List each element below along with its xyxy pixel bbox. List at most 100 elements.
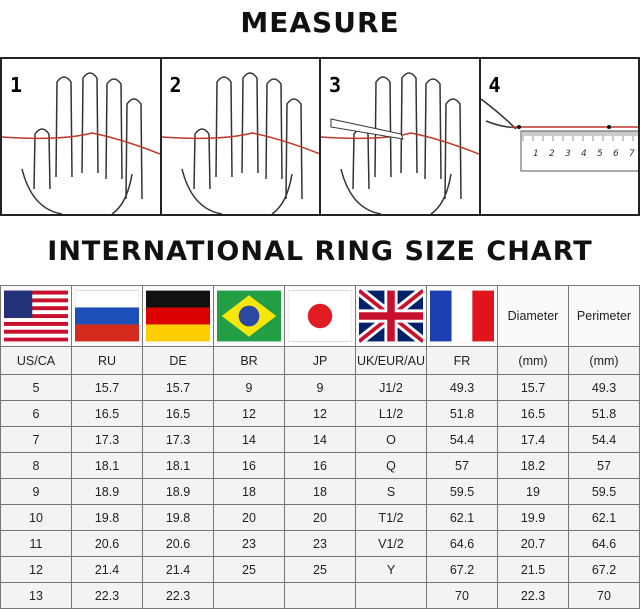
step-number: 3 (329, 73, 342, 97)
ruler-label: 1 (533, 149, 539, 159)
brazil-flag-icon (217, 290, 281, 342)
table-cell: 49.3 (568, 374, 640, 401)
table-cell: 9 (0, 478, 72, 505)
table-row: 10 19.8 19.8 20 20 T1/2 62.1 19.9 62.1 (0, 504, 640, 531)
column-header-row: US/CA RU DE BR JP UK/EUR/AU FR (mm) (mm) (0, 346, 640, 375)
table-cell: 57 (426, 452, 498, 479)
table-cell: 12 (0, 556, 72, 583)
column-header: RU (71, 346, 143, 375)
column-header: UK/EUR/AU (355, 346, 427, 375)
table-cell: 54.4 (426, 426, 498, 453)
ruler-label: 6 (613, 149, 619, 159)
column-header: DE (142, 346, 214, 375)
table-cell: 19.8 (142, 504, 214, 531)
table-cell: 17.3 (71, 426, 143, 453)
table-cell: Q (355, 452, 427, 479)
table-cell: 14 (213, 426, 285, 453)
flag-row: Diameter Perimeter (0, 285, 640, 347)
column-header: US/CA (0, 346, 72, 375)
japan-flag-icon (288, 290, 352, 342)
uk-flag-icon (359, 289, 423, 343)
table-cell: 20 (284, 504, 356, 531)
table-cell: J1/2 (355, 374, 427, 401)
table-cell: 64.6 (568, 530, 640, 557)
germany-flag-icon (146, 290, 210, 342)
table-cell: 23 (213, 530, 285, 557)
uk-flag-cell (355, 285, 427, 347)
table-cell: 16 (213, 452, 285, 479)
table-cell: 21.5 (497, 556, 569, 583)
table-cell: 8 (0, 452, 72, 479)
france-flag-icon (430, 290, 494, 342)
table-cell: 12 (284, 400, 356, 427)
table-row: 11 20.6 20.6 23 23 V1/2 64.6 20.7 64.6 (0, 530, 640, 557)
table-cell: 17.4 (497, 426, 569, 453)
chart-title: INTERNATIONAL RING SIZE CHART (47, 236, 593, 267)
hand-illustration (161, 72, 320, 214)
column-header: (mm) (568, 346, 640, 375)
table-cell: 67.2 (426, 556, 498, 583)
table-cell: 20.6 (71, 530, 143, 557)
step-3-panel: 3 (321, 59, 481, 214)
table-cell: 18.1 (142, 452, 214, 479)
table-cell: 19.8 (71, 504, 143, 531)
table-row: 9 18.9 18.9 18 18 S 59.5 19 59.5 (0, 478, 640, 505)
table-row: 12 21.4 21.4 25 25 Y 67.2 21.5 67.2 (0, 556, 640, 583)
table-row: 6 16.5 16.5 12 12 L1/2 51.8 16.5 51.8 (0, 400, 640, 427)
ruler-label: 2 (549, 149, 555, 159)
step-number: 1 (10, 73, 23, 97)
table-cell: 15.7 (71, 374, 143, 401)
table-cell: 17.3 (142, 426, 214, 453)
de-flag-cell (142, 285, 214, 347)
table-cell: 51.8 (568, 400, 640, 427)
table-row: 5 15.7 15.7 9 9 J1/2 49.3 15.7 49.3 (0, 374, 640, 401)
russia-flag-icon (75, 290, 139, 342)
table-cell: S (355, 478, 427, 505)
column-header: FR (426, 346, 498, 375)
table-cell: 25 (284, 556, 356, 583)
table-cell: 67.2 (568, 556, 640, 583)
table-cell: 5 (0, 374, 72, 401)
us-flag-icon (4, 290, 68, 342)
table-cell: 62.1 (426, 504, 498, 531)
ring-size-table: Diameter Perimeter US/CA RU DE BR JP UK/EUR/A… (0, 285, 640, 609)
table-cell: 51.8 (426, 400, 498, 427)
table-cell: 64.6 (426, 530, 498, 557)
table-cell: 16 (284, 452, 356, 479)
perimeter-header: Perimeter (568, 285, 640, 347)
table-cell: 22.3 (497, 582, 569, 609)
column-header: (mm) (497, 346, 569, 375)
table-cell: Y (355, 556, 427, 583)
table-cell: 19.9 (497, 504, 569, 531)
table-cell: 19 (497, 478, 569, 505)
table-cell: 21.4 (142, 556, 214, 583)
table-cell: 62.1 (568, 504, 640, 531)
table-row: 7 17.3 17.3 14 14 O 54.4 17.4 54.4 (0, 426, 640, 453)
table-cell: 49.3 (426, 374, 498, 401)
table-cell: 18 (213, 478, 285, 505)
table-cell: V1/2 (355, 530, 427, 557)
table-cell: 54.4 (568, 426, 640, 453)
table-cell: 16.5 (497, 400, 569, 427)
fr-flag-cell (426, 285, 498, 347)
jp-flag-cell (284, 285, 356, 347)
table-cell: T1/2 (355, 504, 427, 531)
table-cell: 15.7 (142, 374, 214, 401)
table-cell: 18.2 (497, 452, 569, 479)
table-cell: 13 (0, 582, 72, 609)
step-2-panel: 2 (161, 59, 321, 214)
step-number: 4 (488, 73, 501, 97)
table-cell: 70 (568, 582, 640, 609)
hand-with-pen-illustration (321, 72, 479, 214)
table-cell (284, 582, 356, 609)
diameter-header: Diameter (497, 285, 569, 347)
ruler-label: 4 (581, 149, 587, 159)
table-cell: 23 (284, 530, 356, 557)
step-number: 2 (169, 73, 182, 97)
table-cell: L1/2 (355, 400, 427, 427)
table-cell: 20.7 (497, 530, 569, 557)
measure-title: MEASURE (240, 6, 400, 39)
table-cell: 11 (0, 530, 72, 557)
